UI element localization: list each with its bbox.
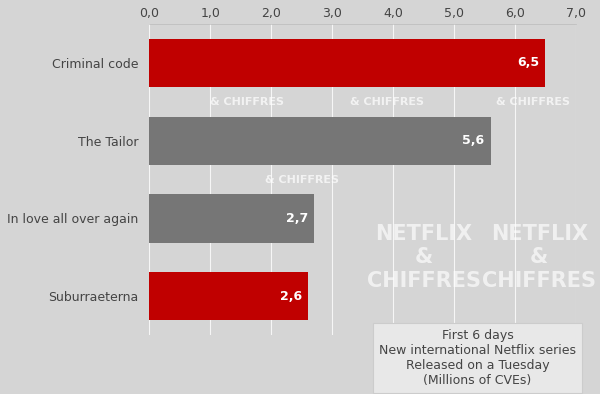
Text: 2,6: 2,6 <box>280 290 302 303</box>
Bar <box>149 272 308 320</box>
Text: First 6 days
New international Netflix series
Released on a Tuesday
(Millions of: First 6 days New international Netflix s… <box>379 329 576 387</box>
Text: & CHIFFRES: & CHIFFRES <box>350 97 424 107</box>
Text: & CHIFFRES: & CHIFFRES <box>210 97 284 107</box>
Text: 2,7: 2,7 <box>286 212 308 225</box>
Bar <box>149 39 545 87</box>
Text: & CHIFFRES: & CHIFFRES <box>496 97 570 107</box>
Text: NETFLIX
&
CHIFFRES: NETFLIX & CHIFFRES <box>482 224 596 290</box>
Text: NETFLIX
&
CHIFFRES: NETFLIX & CHIFFRES <box>367 224 481 290</box>
Text: 6,5: 6,5 <box>517 56 539 69</box>
Text: & CHIFFRES: & CHIFFRES <box>265 175 338 185</box>
Bar <box>149 117 491 165</box>
Bar <box>149 194 314 243</box>
Text: 5,6: 5,6 <box>463 134 484 147</box>
